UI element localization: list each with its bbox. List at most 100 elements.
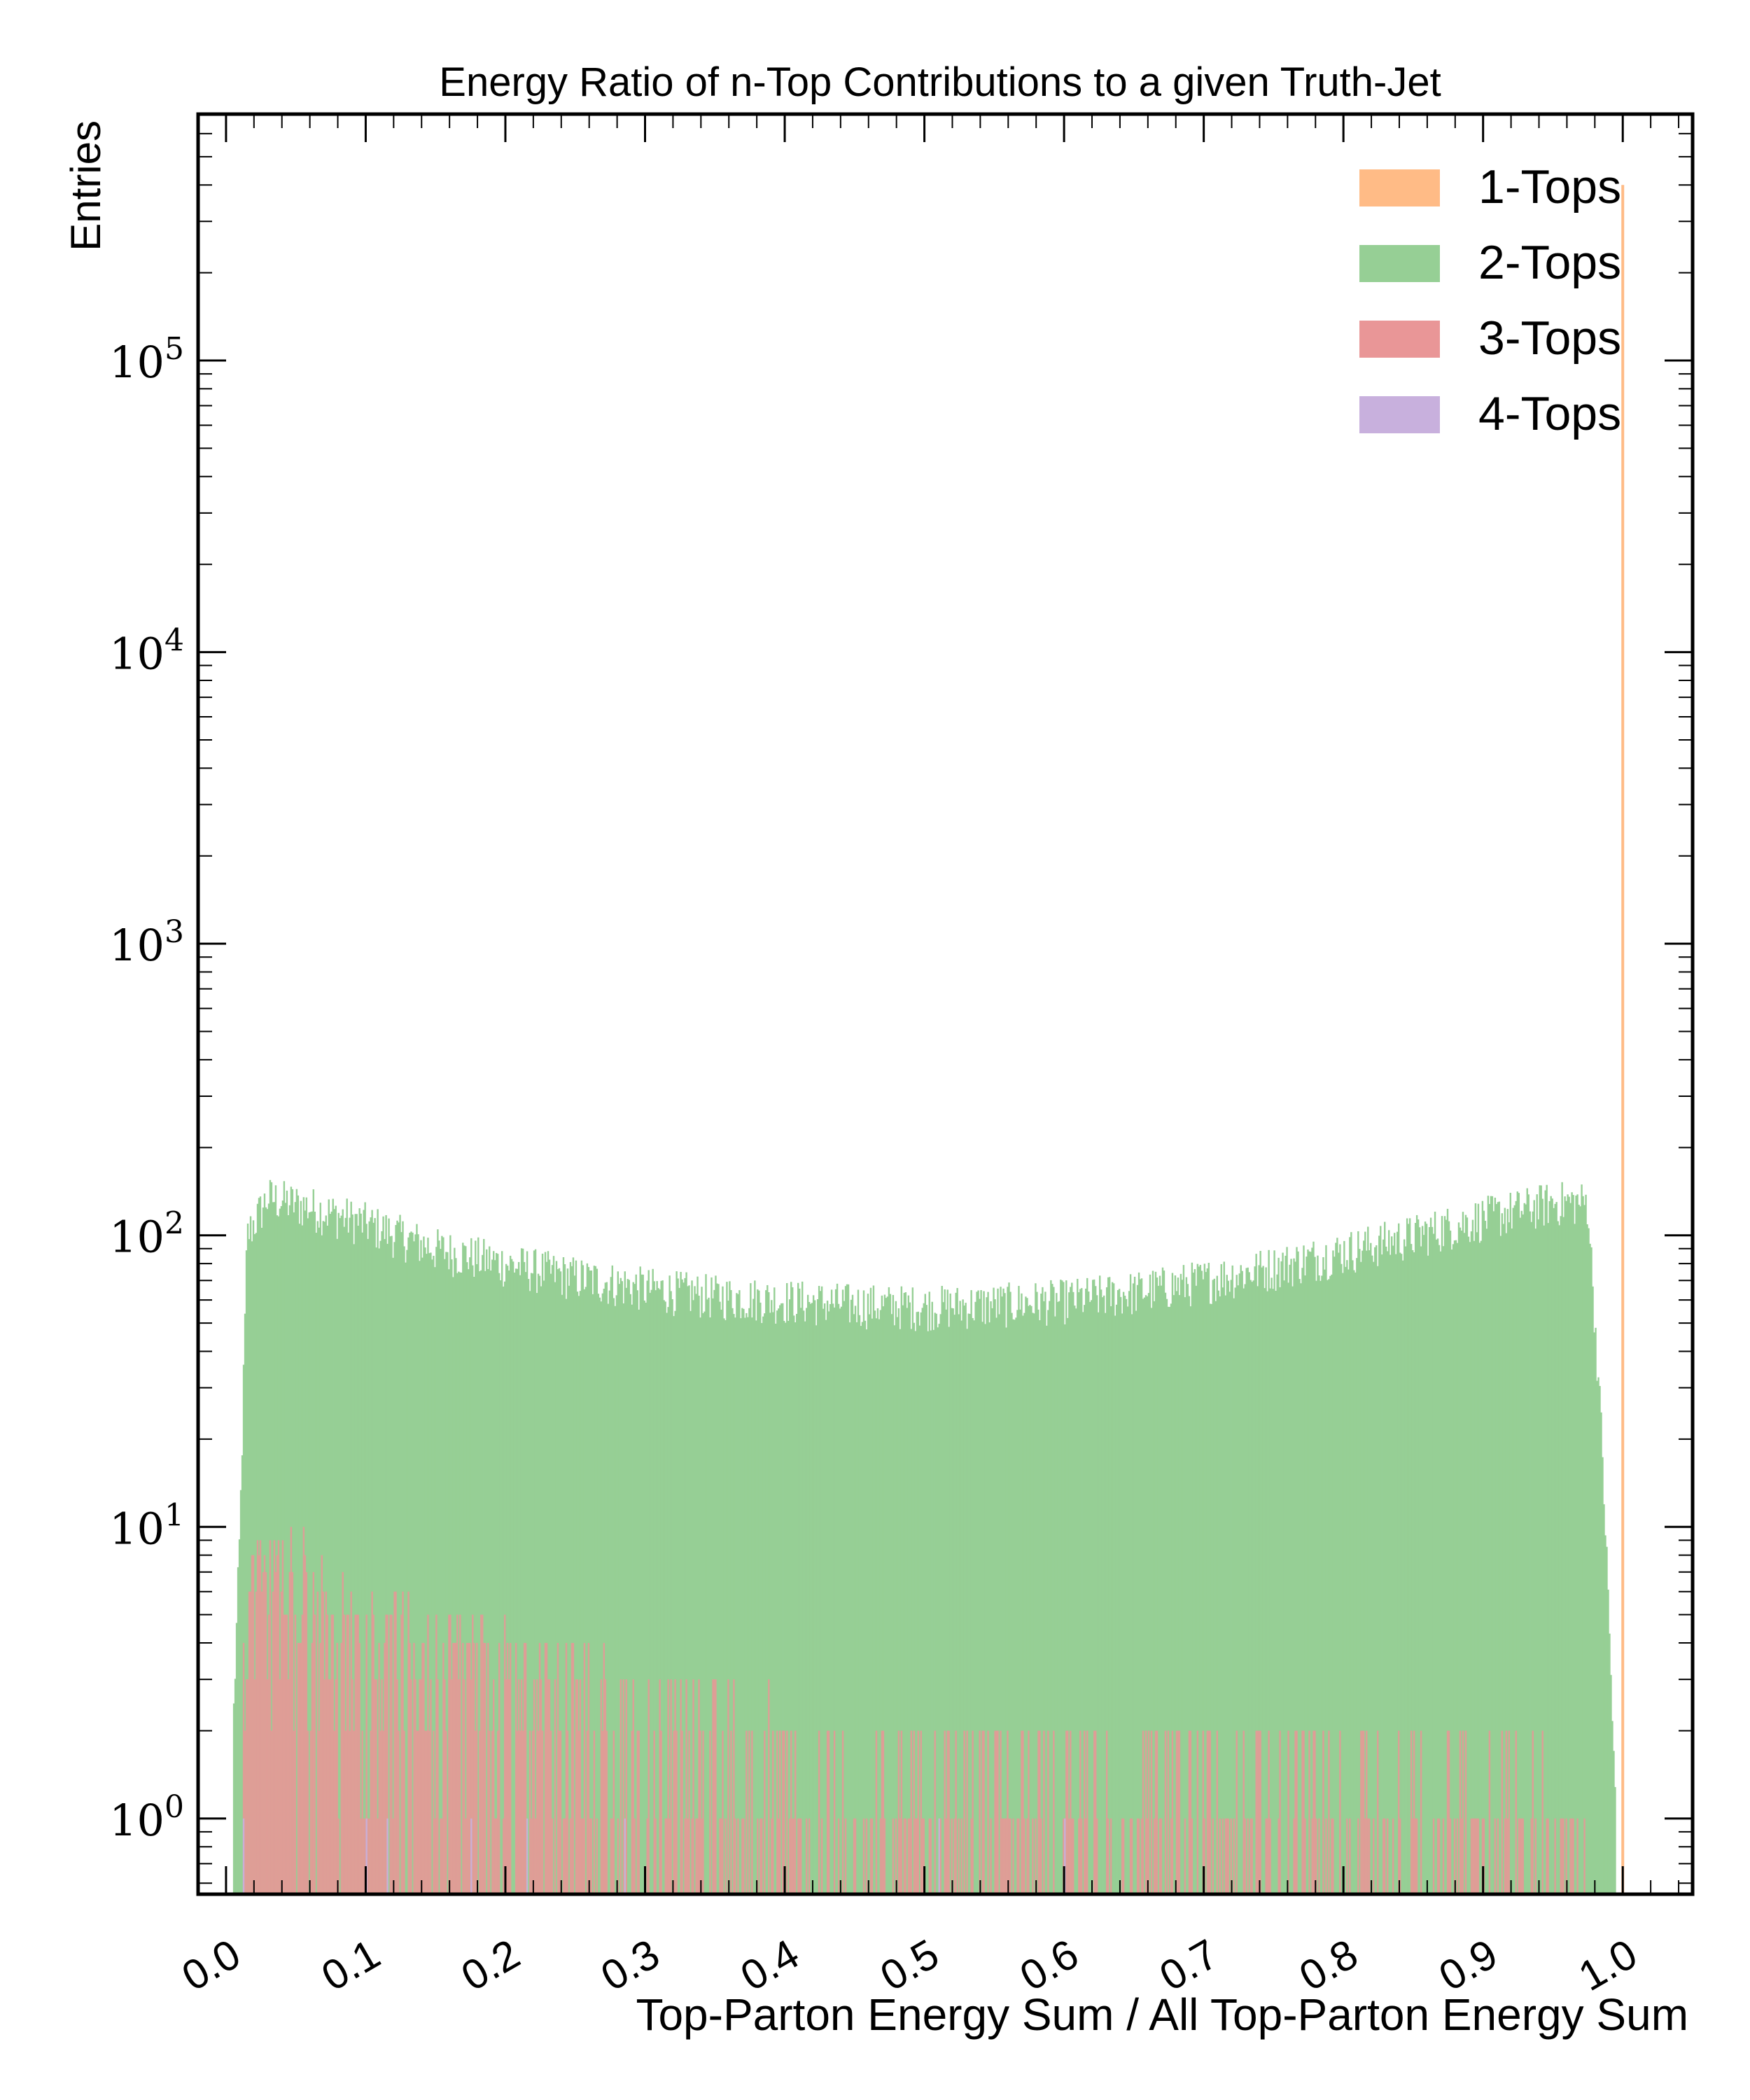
histogram-bar-2-tops xyxy=(534,1249,537,1894)
histogram-bar-3-tops xyxy=(987,1730,989,1894)
histogram-bar-2-tops xyxy=(1357,1231,1359,1894)
histogram-bar-2-tops xyxy=(1308,1251,1310,1894)
histogram-bar-3-tops xyxy=(997,1730,999,1894)
histogram-bar-3-tops xyxy=(741,1818,743,1894)
histogram-bar-2-tops xyxy=(409,1233,411,1894)
histogram-bar-2-tops xyxy=(454,1247,456,1894)
histogram-bar-2-tops xyxy=(600,1301,603,1894)
histogram-bar-3-tops xyxy=(958,1818,960,1894)
histogram-bar-2-tops xyxy=(1539,1185,1541,1894)
histogram-bar-2-tops xyxy=(744,1317,746,1894)
histogram-bar-3-tops xyxy=(944,1730,946,1894)
histogram-bar-3-tops xyxy=(379,1730,382,1894)
histogram-bar-3-tops xyxy=(963,1730,965,1894)
histogram-bar-3-tops xyxy=(923,1818,925,1894)
histogram-bar-2-tops xyxy=(832,1303,834,1894)
histogram-bar-2-tops xyxy=(1028,1306,1030,1894)
histogram-bar-2-tops xyxy=(1346,1260,1348,1894)
histogram-bar-2-tops xyxy=(392,1257,394,1894)
histogram-bar-2-tops xyxy=(1495,1204,1498,1894)
histogram-bar-2-tops xyxy=(1320,1280,1322,1894)
histogram-bar-3-tops xyxy=(284,1614,287,1894)
histogram-bar-2-tops xyxy=(440,1249,442,1894)
histogram-bar-2-tops xyxy=(441,1236,443,1894)
histogram-bar-3-tops xyxy=(304,1555,307,1894)
histogram-bar-3-tops xyxy=(966,1730,968,1894)
histogram-bar-2-tops xyxy=(1401,1260,1404,1894)
histogram-bar-3-tops xyxy=(520,1679,523,1894)
histogram-bar-2-tops xyxy=(1089,1301,1091,1894)
legend-swatch-1-tops xyxy=(1359,169,1440,206)
histogram-bar-2-tops xyxy=(1178,1295,1181,1894)
histogram-bar-2-tops xyxy=(1110,1306,1112,1894)
histogram-bar-2-tops xyxy=(902,1305,904,1894)
plot-frame xyxy=(196,112,1695,1896)
histogram-bar-2-tops xyxy=(820,1286,823,1894)
histogram-bar-3-tops xyxy=(323,1679,326,1894)
histogram-bar-2-tops xyxy=(997,1288,999,1894)
histogram-bar-3-tops xyxy=(330,1614,332,1894)
histogram-bar-2-tops xyxy=(1097,1312,1100,1894)
histogram-bar-3-tops xyxy=(737,1818,739,1894)
histogram-bar-2-tops xyxy=(232,1703,235,1894)
histogram-bar-2-tops xyxy=(1116,1289,1119,1894)
histogram-bar-2-tops xyxy=(382,1216,384,1894)
histogram-bar-2-tops xyxy=(1016,1310,1018,1894)
histogram-bar-3-tops xyxy=(743,1818,745,1894)
histogram-bar-3-tops xyxy=(1387,1818,1389,1894)
histogram-bar-2-tops xyxy=(1614,1786,1616,1894)
histogram-bar-2-tops xyxy=(244,1313,246,1894)
histogram-bar-2-tops xyxy=(1604,1535,1606,1894)
histogram-bar-2-tops xyxy=(1002,1288,1004,1894)
histogram-bar-2-tops xyxy=(946,1289,948,1894)
histogram-bar-2-tops xyxy=(622,1303,624,1894)
histogram-bar-2-tops xyxy=(1438,1245,1441,1894)
histogram-bar-2-tops xyxy=(750,1283,752,1894)
histogram-bar-2-tops xyxy=(666,1312,668,1894)
histogram-bar-3-tops xyxy=(1000,1730,1002,1894)
histogram-bar-3-tops xyxy=(720,1818,722,1894)
histogram-bar-3-tops xyxy=(610,1818,612,1894)
histogram-bar-2-tops xyxy=(1074,1306,1076,1894)
histogram-bar-3-tops xyxy=(291,1572,294,1894)
histogram-bar-2-tops xyxy=(1385,1246,1387,1894)
histogram-bar-3-tops xyxy=(914,1818,916,1894)
histogram-bar-3-tops xyxy=(298,1643,301,1894)
histogram-bar-3-tops xyxy=(258,1555,260,1894)
histogram-bar-3-tops xyxy=(253,1679,256,1894)
histogram-bar-2-tops xyxy=(1511,1228,1513,1894)
histogram-bar-2-tops xyxy=(934,1312,936,1894)
histogram-bar-2-tops xyxy=(1009,1292,1011,1894)
histogram-bar-2-tops xyxy=(769,1312,771,1894)
histogram-bar-3-tops xyxy=(837,1818,840,1894)
histogram-bar-3-tops xyxy=(337,1818,340,1894)
histogram-bar-3-tops xyxy=(913,1730,916,1894)
histogram-bar-2-tops xyxy=(1096,1295,1098,1894)
histogram-bar-3-tops xyxy=(293,1730,295,1894)
histogram-bar-2-tops xyxy=(834,1289,837,1894)
histogram-bar-2-tops xyxy=(1523,1203,1525,1894)
histogram-bar-3-tops xyxy=(1222,1818,1224,1894)
histogram-bar-3-tops xyxy=(1002,1818,1004,1894)
histogram-bar-2-tops xyxy=(1314,1256,1316,1894)
histogram-bar-2-tops xyxy=(493,1251,495,1894)
histogram-bar-2-tops xyxy=(1424,1222,1427,1894)
histogram-bar-3-tops xyxy=(1561,1818,1563,1894)
histogram-bar-3-tops xyxy=(507,1679,510,1894)
histogram-bar-2-tops xyxy=(234,1679,237,1894)
histogram-bar-3-tops xyxy=(1160,1818,1163,1894)
histogram-bar-2-tops xyxy=(713,1289,715,1894)
histogram-bar-2-tops xyxy=(1182,1265,1185,1894)
histogram-bar-2-tops xyxy=(1349,1237,1351,1894)
histogram-bar-2-tops xyxy=(1321,1275,1323,1894)
histogram-bar-3-tops xyxy=(434,1818,436,1894)
histogram-bar-3-tops xyxy=(472,1614,474,1894)
histogram-bar-2-tops xyxy=(1111,1282,1114,1894)
histogram-bar-2-tops xyxy=(757,1289,759,1894)
histogram-bar-2-tops xyxy=(1054,1316,1056,1894)
legend: 1-Tops 2-Tops 3-Tops 4-Tops xyxy=(1359,160,1621,440)
histogram-bar-3-tops xyxy=(1178,1730,1181,1894)
histogram-bar-2-tops xyxy=(1370,1242,1372,1894)
legend-label-1-tops: 1-Tops xyxy=(1478,160,1621,214)
histogram-bar-3-tops xyxy=(1331,1818,1333,1894)
